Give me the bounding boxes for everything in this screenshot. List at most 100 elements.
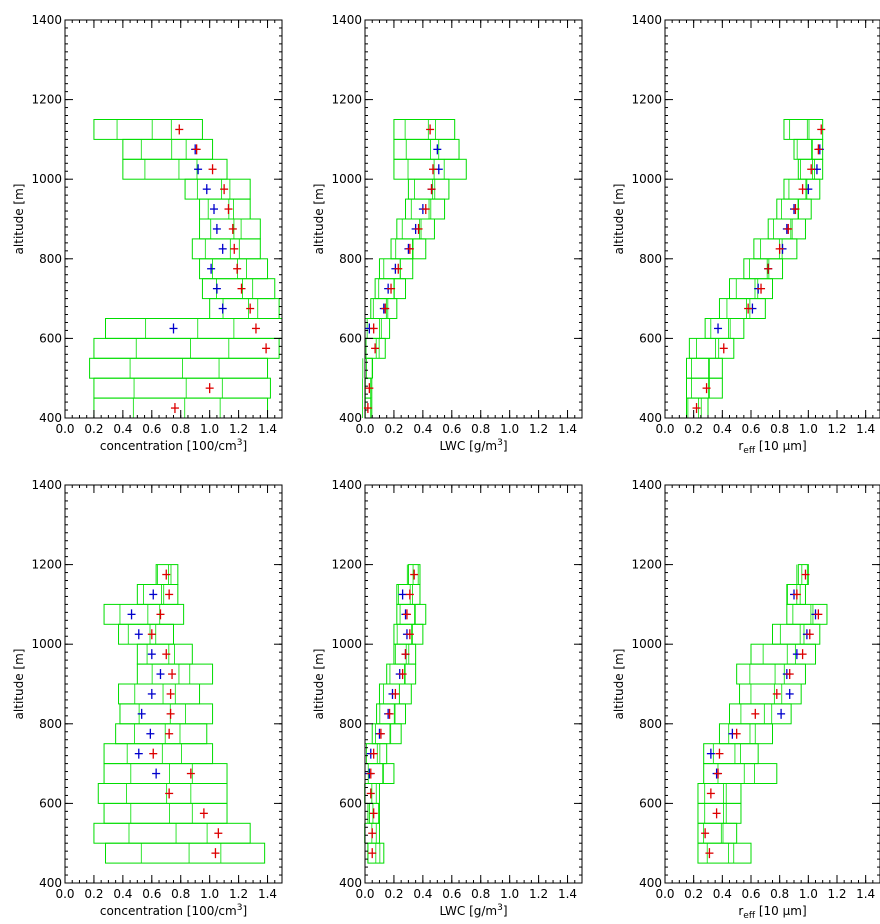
x-tick-label: 1.2: [229, 422, 248, 436]
x-tick-label: 1.4: [258, 887, 277, 901]
red-marker: [394, 263, 403, 274]
box-mark: [184, 178, 251, 200]
x-tick-label: 0.8: [770, 887, 789, 901]
x-axis-label-main: concentration [100/cm: [100, 439, 237, 453]
blue-marker: [149, 589, 158, 600]
x-tick-label: 0.4: [113, 422, 132, 436]
y-tick-label: 400: [639, 411, 662, 425]
red-marker: [205, 383, 214, 394]
red-marker: [199, 808, 208, 819]
box-mark: [118, 683, 201, 705]
red-marker: [376, 728, 385, 739]
x-tick-label: 0.8: [770, 422, 789, 436]
red-marker: [427, 184, 436, 195]
x-axis-label: reff [10 µm]: [738, 904, 806, 921]
x-axis-label: LWC [g/m3]: [439, 438, 507, 453]
y-tick-label: 1000: [631, 637, 662, 651]
red-marker: [398, 669, 407, 680]
red-marker: [798, 184, 807, 195]
y-tick-label: 1400: [31, 478, 62, 492]
red-marker: [214, 828, 223, 839]
box-group: [93, 564, 266, 864]
red-marker: [732, 728, 741, 739]
red-marker: [230, 243, 239, 254]
red-marker: [792, 589, 801, 600]
red-marker: [751, 708, 760, 719]
red-marker: [162, 649, 171, 660]
y-tick-label: 800: [339, 717, 362, 731]
box-group: [686, 119, 824, 419]
blue-marker: [212, 223, 221, 234]
blue-marker: [218, 243, 227, 254]
y-tick-label: 600: [39, 331, 62, 345]
red-marker: [369, 748, 378, 759]
x-tick-label: 0.4: [713, 887, 732, 901]
red-marker: [363, 403, 372, 414]
x-tick-label: 0.0: [355, 422, 374, 436]
x-tick-label: 0.2: [684, 887, 703, 901]
x-tick-label: 1.0: [799, 887, 818, 901]
red-marker: [365, 383, 374, 394]
blue-marker: [147, 649, 156, 660]
x-axis-label: reff [10 µm]: [738, 439, 806, 456]
red-marker: [702, 383, 711, 394]
y-tick-label: 400: [339, 411, 362, 425]
x-tick-label: 0.8: [471, 422, 490, 436]
box-mark: [97, 783, 228, 804]
chart-panel-top-left: 0.0 0.2 0.4 0.6 0.8 1.0 1.2 1.4 400 600 800 1000 120…: [12, 13, 283, 453]
red-marker: [371, 343, 380, 354]
box-mark: [393, 119, 456, 140]
red-marker: [165, 728, 174, 739]
x-tick-label: 0.4: [113, 887, 132, 901]
x-tick-label: 1.2: [529, 887, 548, 901]
x-axis-label-sup: 3: [237, 438, 243, 448]
y-tick-label: 1000: [331, 172, 362, 186]
x-axis-label-end: [10 µm]: [755, 904, 807, 918]
blue-marker: [146, 728, 155, 739]
x-tick-label: 1.0: [500, 887, 519, 901]
red-marker: [233, 263, 242, 274]
chart-panel-bottom-left: 0.0 0.2 0.4 0.6 0.8 1.0 1.2 1.4 400 600 800 1000 120…: [12, 478, 283, 918]
x-axis-label: concentration [100/cm3]: [100, 438, 247, 453]
box-mark: [115, 723, 208, 745]
red-marker: [775, 243, 784, 254]
blue-marker: [398, 589, 407, 600]
x-axis-label-sub: eff: [743, 446, 756, 456]
blue-marker: [714, 323, 723, 334]
y-tick-label: 400: [39, 876, 62, 890]
y-tick-label: 1400: [331, 13, 362, 27]
red-marker: [387, 283, 396, 294]
blue-marker: [785, 688, 794, 699]
red-marker: [757, 283, 766, 294]
chart-panel-top-right: 0.0 0.2 0.4 0.6 0.8 1.0 1.2 1.4 400 600 800 1000 120…: [612, 13, 880, 456]
x-tick-label: 0.4: [413, 887, 432, 901]
y-tick-label: 600: [39, 796, 62, 810]
red-marker: [192, 144, 201, 155]
x-tick-label: 1.2: [827, 887, 846, 901]
blue-marker: [169, 323, 178, 334]
blue-marker: [212, 283, 221, 294]
x-tick-label: 1.0: [500, 422, 519, 436]
box-mark: [93, 377, 271, 399]
box-mark: [393, 138, 460, 160]
x-axis-label-main: LWC [g/m: [439, 439, 497, 453]
red-marker: [162, 569, 171, 580]
x-axis-label-end: ]: [242, 439, 247, 453]
red-marker: [772, 688, 781, 699]
blue-marker: [210, 204, 219, 215]
blue-marker: [156, 669, 165, 680]
x-axis-label-sup: 3: [497, 903, 503, 913]
red-marker: [405, 243, 414, 254]
y-tick-label: 1000: [31, 637, 62, 651]
y-axis-label: altitude [m]: [12, 649, 26, 720]
box-mark: [118, 623, 174, 645]
box-mark: [103, 802, 228, 824]
blue-marker: [777, 708, 786, 719]
red-marker: [246, 303, 255, 314]
red-marker: [170, 403, 179, 414]
red-marker: [798, 649, 807, 660]
y-tick-label: 1200: [631, 558, 662, 572]
red-marker: [166, 688, 175, 699]
x-tick-label: 0.0: [55, 422, 74, 436]
